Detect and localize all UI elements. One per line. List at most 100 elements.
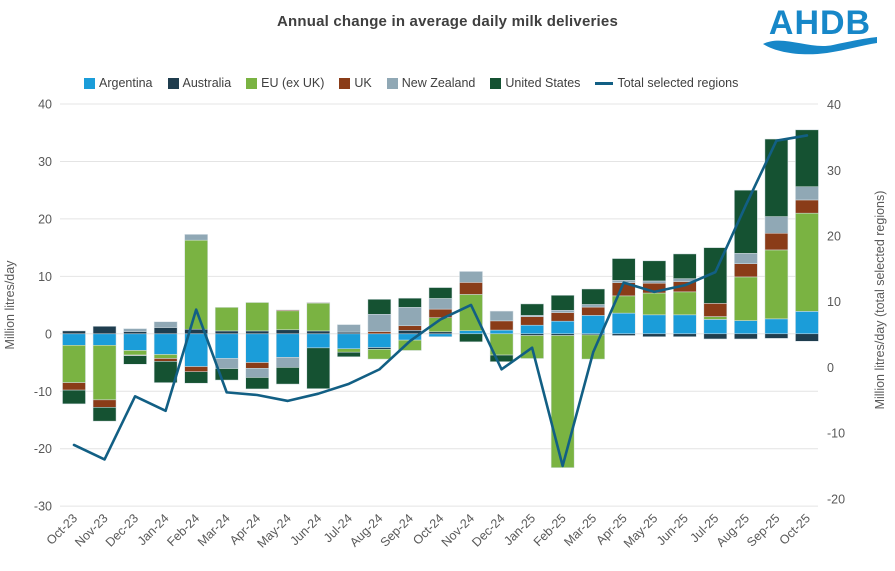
bar-segment-new-zealand — [123, 328, 147, 332]
legend-item-label: EU (ex UK) — [261, 76, 325, 90]
bar-segment-uk — [153, 358, 178, 362]
bar-segment-new-zealand — [153, 321, 178, 328]
bar-segment-new-zealand — [550, 309, 575, 313]
bar-segment-argentina — [337, 333, 361, 349]
bar-segment-argentina — [795, 311, 819, 335]
bar-segment-argentina — [489, 329, 514, 335]
bar-segment-australia — [428, 331, 453, 335]
left-axis-tick-label: 30 — [38, 155, 52, 169]
x-axis-tick-label: Jan-25 — [501, 511, 538, 548]
legend-item-australia: Australia — [167, 76, 232, 90]
bar-segment-argentina — [428, 333, 453, 337]
bar-segment-argentina — [764, 318, 789, 335]
left-axis-title: Million litres/day — [3, 260, 17, 350]
bar-segment-argentina — [459, 330, 483, 335]
legend-box-swatch-icon — [246, 77, 258, 89]
bar-segment-united-states — [489, 354, 514, 362]
bar-segment-united-states — [734, 189, 758, 254]
bar-segment-uk — [398, 325, 422, 331]
bar-segment-australia — [611, 333, 636, 336]
left-axis-tick-label: 40 — [38, 98, 52, 112]
bar-segment-united-states — [62, 389, 86, 405]
bar-segment-australia — [734, 333, 758, 340]
x-axis-tick-label: May-24 — [255, 511, 294, 550]
bar-segment-united-states — [214, 368, 239, 381]
bar-segment-united-states — [306, 347, 331, 389]
bar-segment-united-states — [123, 355, 147, 365]
x-axis-tick-label: Sep-24 — [378, 511, 416, 549]
bar-segment-united-states — [550, 295, 575, 311]
left-axis-tick-label: -30 — [34, 500, 52, 514]
bar-segment-australia — [306, 330, 331, 335]
bar-segment-uk — [703, 303, 728, 317]
bar-segment-australia — [642, 333, 667, 337]
legend-box-swatch-icon — [386, 77, 398, 89]
bar-segment-united-states — [611, 258, 636, 281]
bar-segment-united-states — [428, 287, 453, 299]
bar-segment-new-zealand — [398, 307, 422, 327]
x-axis-tick-label: Aug-24 — [347, 511, 385, 549]
x-axis-tick-label: Mar-25 — [561, 511, 599, 549]
bar-segment-australia — [673, 333, 697, 337]
left-axis-tick-label: 10 — [38, 270, 52, 284]
bar-segment-uk — [550, 312, 575, 322]
bar-segment-australia — [703, 333, 728, 340]
bar-segment-australia — [398, 330, 422, 335]
bar-segment-united-states — [795, 129, 819, 187]
bar-segment-new-zealand — [367, 314, 392, 332]
left-axis-tick-label: 0 — [45, 327, 52, 341]
bar-segment-australia — [550, 333, 575, 336]
right-axis-tick-label: -10 — [827, 427, 845, 441]
bar-segment-united-states — [764, 138, 789, 217]
bar-segment-eu-ex-uk- — [673, 291, 697, 316]
bar-segment-uk — [245, 362, 269, 369]
bar-segment-argentina — [642, 314, 667, 335]
bar-segment-uk — [459, 282, 483, 295]
bar-segment-new-zealand — [795, 186, 819, 201]
x-axis-tick-label: May-25 — [621, 511, 660, 550]
bar-segment-eu-ex-uk- — [306, 302, 331, 332]
bar-segment-united-states — [276, 367, 300, 385]
legend-box-swatch-icon — [167, 77, 179, 89]
legend-item-label: Total selected regions — [617, 76, 739, 90]
page-title: Annual change in average daily milk deli… — [276, 13, 618, 30]
bar-segment-uk — [520, 316, 544, 326]
bar-segment-uk — [367, 331, 392, 335]
bar-segment-argentina — [550, 320, 575, 335]
bar-segment-uk — [276, 309, 300, 312]
bar-segment-argentina — [153, 333, 178, 355]
right-axis-tick-label: 0 — [827, 361, 834, 375]
bar-segment-argentina — [520, 324, 544, 335]
bar-segment-uk — [92, 399, 117, 408]
bar-segment-united-states — [398, 297, 422, 308]
x-axis-tick-label: Dec-23 — [103, 511, 141, 549]
bar-segment-eu-ex-uk- — [276, 310, 300, 331]
bar-segment-new-zealand — [642, 280, 667, 284]
right-axis-tick-label: 20 — [827, 229, 841, 243]
bar-segment-eu-ex-uk- — [734, 276, 758, 321]
bar-segment-eu-ex-uk- — [550, 335, 575, 468]
legend-item-argentina: Argentina — [84, 76, 153, 90]
left-axis-tick-label: -10 — [34, 385, 52, 399]
bar-segment-new-zealand — [245, 368, 269, 378]
bar-segment-australia — [92, 326, 117, 335]
bar-segment-new-zealand — [428, 298, 453, 310]
x-axis-tick-label: Jun-25 — [654, 511, 691, 548]
legend-item-label: Australia — [182, 76, 232, 90]
bar-segment-australia — [153, 327, 178, 335]
bar-segment-eu-ex-uk- — [245, 302, 269, 332]
bar-segment-australia — [276, 329, 300, 335]
legend-item-eu-ex-uk-: EU (ex UK) — [246, 76, 324, 90]
bar-segment-eu-ex-uk- — [642, 292, 667, 316]
bar-segment-united-states — [153, 361, 178, 383]
bar-segment-uk — [734, 263, 758, 278]
right-axis-tick-label: 40 — [827, 98, 841, 112]
bar-segment-argentina — [367, 333, 392, 348]
bar-segment-eu-ex-uk- — [337, 348, 361, 353]
legend-box-swatch-icon — [84, 77, 95, 89]
bar-segment-uk — [62, 382, 86, 391]
chart-legend: Argentina Australia EU (ex UK) UK New Zealan… — [84, 76, 738, 90]
bar-segment-united-states — [184, 371, 208, 384]
